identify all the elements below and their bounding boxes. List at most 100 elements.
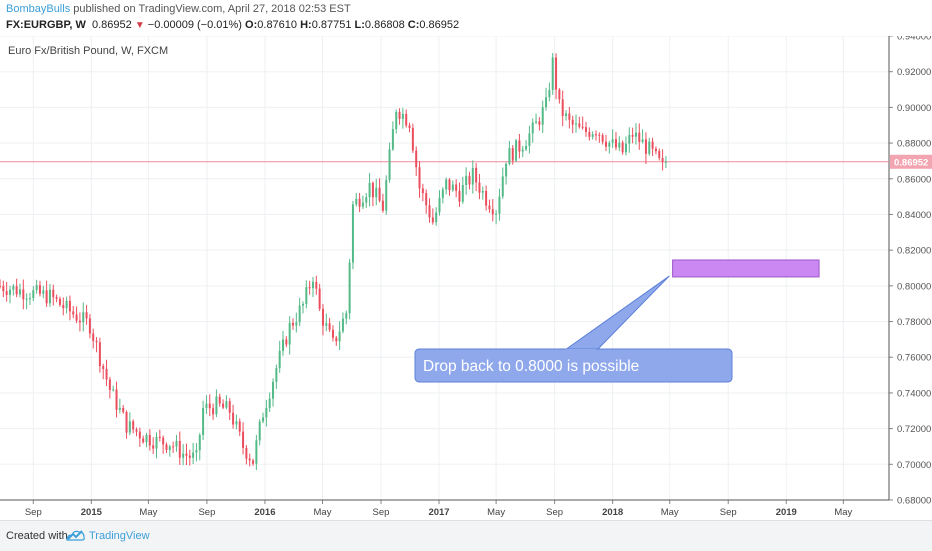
y-tick-label: 0.84000 [897, 210, 931, 221]
candle-body [318, 288, 321, 309]
candle-body [252, 460, 255, 464]
candle-body [188, 455, 191, 458]
candle-body [162, 437, 165, 445]
y-tick-label: 0.90000 [897, 103, 931, 114]
candle-body [418, 167, 421, 189]
candle-body [495, 213, 498, 215]
candle-body [202, 408, 205, 436]
chart-area[interactable]: 0.94000 0.92000 0.90000 0.88000 0.86000 0.840… [0, 32, 932, 520]
close-label: C: [407, 19, 420, 31]
author-link[interactable]: BombayBulls [6, 3, 71, 15]
candle-body [72, 311, 75, 315]
last-price: 0.86952 [91, 19, 132, 31]
candle-body [222, 403, 225, 408]
candle-body [501, 176, 504, 197]
candle-body [272, 381, 275, 399]
candle-body [315, 281, 318, 289]
candle-body [225, 401, 228, 408]
candle-body [122, 407, 125, 413]
candle-body [485, 190, 488, 206]
candle-body [594, 134, 597, 136]
candle-body [172, 446, 175, 448]
candle-body [385, 180, 388, 211]
candle-body [25, 298, 28, 300]
candle-body [282, 339, 285, 351]
candle-body [425, 193, 428, 206]
y-tick-label: 0.74000 [897, 388, 931, 399]
candle-body [455, 184, 458, 191]
candle-body [12, 286, 15, 290]
candle-body [295, 322, 298, 326]
created-with-text: Created with [6, 530, 68, 542]
candle-body [481, 190, 484, 193]
candle-body [128, 421, 131, 433]
candle-body [115, 389, 118, 410]
target-zone-box [672, 259, 820, 278]
candle-body [588, 132, 591, 137]
candle-body [52, 289, 55, 298]
candle-body [138, 431, 141, 439]
candle-body [341, 318, 344, 332]
tradingview-brand-link[interactable]: TradingView [89, 530, 150, 542]
candle-body [608, 142, 611, 147]
candle-body [585, 127, 588, 133]
high-value: 0.87751 [311, 19, 352, 31]
candle-body [248, 458, 251, 461]
candle-body [311, 281, 314, 289]
candle-body [158, 436, 161, 438]
candle-body [405, 113, 408, 126]
candle-body [205, 403, 208, 409]
candle-body [448, 179, 451, 191]
candle-body [42, 290, 45, 294]
candle-body [521, 149, 524, 152]
candle-body [478, 182, 481, 193]
candlestick-chart[interactable]: 0.94000 0.92000 0.90000 0.88000 0.86000 0.840… [0, 32, 932, 520]
candle-body [32, 290, 35, 299]
candle-body [135, 429, 138, 432]
candle-body [415, 150, 418, 168]
y-tick-label: 0.92000 [897, 67, 931, 78]
candle-body [178, 440, 181, 458]
callout-text: Drop back to 0.8000 is possible [423, 358, 639, 375]
candle-body [545, 97, 548, 108]
x-tick-label: 2016 [254, 507, 275, 518]
candle-body [68, 300, 71, 312]
candle-body [361, 202, 364, 207]
candle-body [228, 401, 231, 413]
candle-body [0, 285, 1, 287]
candle-body [235, 421, 238, 425]
candle-body [538, 121, 541, 125]
candle-body [511, 148, 514, 161]
y-tick-label: 0.68000 [897, 496, 931, 507]
candle-body [22, 289, 25, 300]
x-tick-label: 2018 [602, 507, 623, 518]
candle-body [525, 145, 528, 150]
candle-body [305, 287, 308, 304]
x-tick-label: May [661, 507, 679, 518]
candle-body [242, 431, 245, 448]
candle-body [105, 368, 108, 380]
publish-line: BombayBulls published on TradingView.com… [6, 3, 351, 15]
candle-body [371, 182, 374, 198]
candle-body [641, 139, 644, 142]
candle-body [575, 123, 578, 125]
candle-body [541, 107, 544, 125]
candle-body [8, 289, 11, 295]
x-tick-label: 2015 [81, 507, 103, 518]
candle-body [301, 303, 304, 306]
candle-body [82, 312, 85, 323]
x-tick-label: Sep [198, 507, 215, 518]
candle-body [375, 187, 378, 198]
y-tick-label: 0.70000 [897, 460, 931, 471]
candle-body [255, 440, 258, 464]
candle-body [611, 139, 614, 143]
candle-body [212, 408, 215, 415]
candle-body [325, 323, 328, 326]
candle-body [421, 188, 424, 194]
candle-body [598, 134, 601, 136]
candle-body [38, 285, 41, 294]
y-tick-label: 0.76000 [897, 353, 931, 364]
candle-body [581, 126, 584, 128]
candle-body [438, 197, 441, 213]
high-label: H: [300, 19, 312, 31]
